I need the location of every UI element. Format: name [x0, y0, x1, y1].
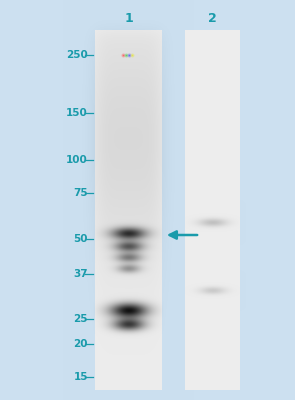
Text: 50: 50 — [73, 234, 88, 244]
Text: 37: 37 — [73, 269, 88, 279]
Text: 150: 150 — [66, 108, 88, 118]
Text: 100: 100 — [66, 155, 88, 165]
Text: 25: 25 — [73, 314, 88, 324]
Text: 250: 250 — [66, 50, 88, 60]
Text: 2: 2 — [208, 12, 217, 24]
Text: 1: 1 — [124, 12, 133, 24]
Text: 75: 75 — [73, 188, 88, 198]
Text: 15: 15 — [73, 372, 88, 382]
Text: 20: 20 — [73, 339, 88, 349]
